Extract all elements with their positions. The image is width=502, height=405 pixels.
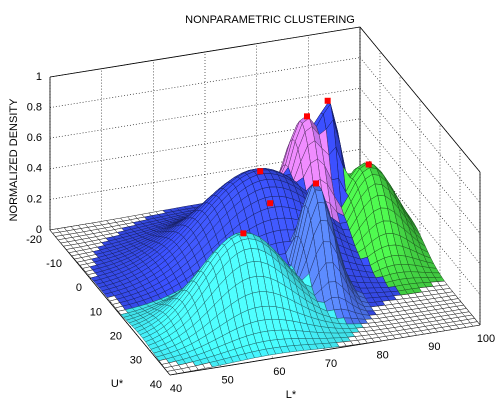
x-tick-label: 40 <box>170 383 182 395</box>
grid-line <box>359 88 481 234</box>
peak-marker <box>304 113 310 120</box>
y-tick-label: 20 <box>110 331 122 343</box>
y-tick-label: -10 <box>46 258 62 270</box>
x-tick-label: 90 <box>428 341 440 353</box>
x-tick-label: 70 <box>325 358 337 370</box>
peak-marker <box>313 180 319 187</box>
y-tick-label: -20 <box>26 234 42 246</box>
y-tick-label: 0 <box>76 282 82 294</box>
peaks <box>240 97 372 237</box>
y-tick-label: 10 <box>90 306 102 318</box>
x-axis-label: L* <box>286 389 297 401</box>
grid-line <box>359 57 481 203</box>
z-tick-label: 0.8 <box>27 102 42 114</box>
peak-marker <box>240 230 247 237</box>
y-tick-label: 30 <box>130 355 142 367</box>
z-tick-label: 1 <box>36 71 42 83</box>
z-tick-label: 0.4 <box>27 163 42 175</box>
z-tick-label: 0 <box>36 224 42 236</box>
grid-line <box>49 57 361 108</box>
grid-line <box>49 26 361 78</box>
x-tick-label: 80 <box>377 350 389 362</box>
peak-marker <box>257 168 264 175</box>
z-tick-label: 0.6 <box>27 132 42 144</box>
peak-marker <box>324 97 331 104</box>
x-tick-label: 50 <box>222 375 234 387</box>
z-axis-label: NORMALIZED DENSITY <box>8 98 20 222</box>
grid-line <box>359 26 481 173</box>
peak-marker <box>267 200 274 207</box>
y-tick-label: 40 <box>150 379 162 391</box>
peak-marker <box>365 161 372 168</box>
chart-title: NONPARAMETRIC CLUSTERING <box>185 14 355 26</box>
x-tick-label: 100 <box>477 333 495 345</box>
grid-line <box>359 118 481 264</box>
z-tick-label: 0.2 <box>27 193 42 205</box>
x-tick-label: 60 <box>273 366 285 378</box>
grid-line <box>359 149 481 295</box>
grid-line <box>49 87 361 139</box>
y-axis-label: U* <box>111 378 124 390</box>
surface-patch <box>166 369 178 376</box>
